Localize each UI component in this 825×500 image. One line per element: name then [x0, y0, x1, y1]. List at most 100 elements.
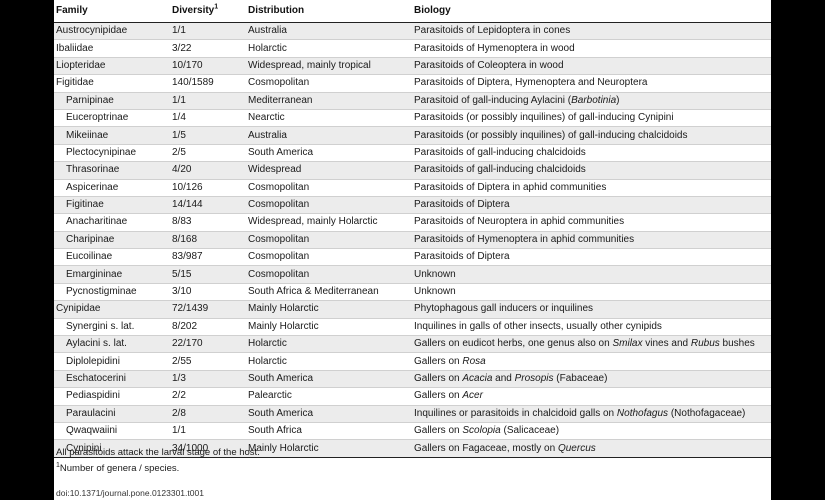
table-row: Anacharitinae 8/83 Widespread, mainly Hola… — [54, 213, 771, 232]
footnote-diversity-text: Number of genera / species. — [59, 463, 180, 474]
biology-text: Parasitoids (or possibly inquilines) of … — [414, 129, 688, 141]
header-distribution: Distribution — [246, 0, 412, 23]
cell-family: Austrocynipidae — [54, 22, 170, 41]
cell-distribution: Mainly Holarctic — [246, 439, 412, 458]
cell-family: Figitidae — [54, 74, 170, 93]
cell-family: Figitinae — [54, 196, 170, 215]
biology-taxon-name: Nothofagus — [616, 407, 669, 419]
cell-biology: Gallers on Acer — [412, 387, 771, 406]
cell-biology: Parasitoids (or possibly inquilines) of … — [412, 126, 771, 145]
cell-diversity: 2/8 — [170, 405, 246, 423]
cell-diversity: 8/168 — [170, 231, 246, 250]
biology-text: Parasitoids of Diptera, Hymenoptera and … — [414, 77, 648, 89]
cell-biology: Inquilines or parasitoids in chalcidoid … — [412, 405, 771, 423]
cell-family: Parnipinae — [54, 92, 170, 110]
biology-text: Parasitoids of gall-inducing chalcidoids — [414, 146, 586, 158]
cell-biology: Gallers on Rosa — [412, 352, 771, 371]
cell-biology: Phytophagous gall inducers or inquilines — [412, 300, 771, 319]
biology-text: Parasitoids (or possibly inquilines) of … — [414, 112, 674, 124]
biology-taxon-name: Smilax — [612, 338, 643, 350]
cell-family: Cynipini — [54, 439, 170, 458]
table-row: Paraulacini 2/8 South America Inquilines or… — [54, 405, 771, 423]
biology-text: Parasitoids of Coleoptera in wood — [414, 59, 564, 71]
cell-biology: Inquilines in galls of other insects, us… — [412, 318, 771, 337]
cell-diversity: 1/5 — [170, 126, 246, 145]
cell-biology: Gallers on eudicot herbs, one genus also… — [412, 335, 771, 354]
cell-diversity: 1/1 — [170, 92, 246, 110]
table-row: Euceroptrinae 1/4 Nearctic Parasitoids (or … — [54, 109, 771, 128]
cell-distribution: Australia — [246, 22, 412, 41]
table-row: Figitidae 140/1589 Cosmopolitan Parasitoids… — [54, 74, 771, 93]
cell-diversity: 1/3 — [170, 370, 246, 389]
cell-biology: Parasitoids of Diptera in aphid communit… — [412, 179, 771, 197]
biology-text: Unknown — [414, 286, 456, 298]
cell-diversity: 8/202 — [170, 318, 246, 337]
cell-family: Cynipidae — [54, 300, 170, 319]
cell-family: Qwaqwaiini — [54, 422, 170, 441]
cell-family: Diplolepidini — [54, 352, 170, 371]
footnote-host-stage: All parasitoids attack the larval stage … — [56, 447, 260, 458]
header-diversity: Diversity1 — [170, 0, 246, 23]
biology-text: Parasitoids of Diptera — [414, 251, 510, 263]
cell-family: Aylacini s. lat. — [54, 335, 170, 354]
cell-diversity: 3/10 — [170, 283, 246, 302]
footnote-diversity: 1Number of genera / species. — [56, 462, 180, 474]
cell-distribution: Australia — [246, 126, 412, 145]
cell-distribution: Widespread — [246, 161, 412, 180]
cell-diversity: 2/55 — [170, 352, 246, 371]
table-row: Pediaspidini 2/2 Palearctic Gallers on Acer — [54, 387, 771, 406]
biology-text: Parasitoid of gall-inducing Aylacini ( — [414, 94, 572, 106]
table-row: Synergini s. lat. 8/202 Mainly Holarctic In… — [54, 318, 771, 337]
biology-text: Unknown — [414, 268, 456, 280]
table-row: Plectocynipinae 2/5 South America Parasitoi… — [54, 144, 771, 163]
cell-diversity: 22/170 — [170, 335, 246, 354]
biology-text: Parasitoids of Neuroptera in aphid commu… — [414, 216, 625, 228]
doi-link[interactable]: doi:10.1371/journal.pone.0123301.t001 — [56, 488, 204, 498]
biology-taxon-name: Prosopis — [514, 373, 554, 384]
cell-distribution: South America — [246, 370, 412, 389]
cell-diversity: 2/2 — [170, 387, 246, 406]
cell-family: Mikeiinae — [54, 126, 170, 145]
table-row: Liopteridae 10/170 Widespread, mainly trop… — [54, 57, 771, 76]
cell-family: Charipinae — [54, 231, 170, 250]
cell-distribution: Mediterranean — [246, 92, 412, 110]
cell-distribution: South America — [246, 144, 412, 163]
cell-family: Eschatocerini — [54, 370, 170, 389]
cell-distribution: South Africa — [246, 422, 412, 441]
table-page: Family Diversity1 Distribution Biology A… — [54, 0, 771, 500]
biology-text: bushes — [719, 338, 755, 350]
cell-biology: Parasitoids of Lepidoptera in cones — [412, 22, 771, 41]
table-row: Diplolepidini 2/55 Holarctic Gallers on Ros… — [54, 352, 771, 371]
biology-text: Gallers on Fagaceae, mostly on — [414, 442, 558, 454]
table-row: Qwaqwaiini 1/1 South Africa Gallers on Scol… — [54, 422, 771, 441]
cell-biology: Parasitoids of Diptera — [412, 196, 771, 215]
table-header-row: Family Diversity1 Distribution Biology — [54, 0, 771, 23]
cell-diversity: 4/20 — [170, 161, 246, 180]
cell-diversity: 1/1 — [170, 22, 246, 41]
table-row: Ibaliidae 3/22 Holarctic Parasitoids of Hym… — [54, 39, 771, 58]
cell-family: Euceroptrinae — [54, 109, 170, 128]
biology-text: Parasitoids of gall-inducing chalcidoids — [414, 164, 586, 176]
biology-text: Inquilines or parasitoids in chalcidoid … — [414, 407, 617, 419]
cell-diversity: 34/1000 — [170, 439, 246, 458]
table-row: Aylacini s. lat. 22/170 Holarctic Gallers o… — [54, 335, 771, 354]
cell-distribution: Holarctic — [246, 352, 412, 371]
cell-family: Thrasorinae — [54, 161, 170, 180]
table-row: Eschatocerini 1/3 South America Gallers on … — [54, 370, 771, 389]
cell-distribution: Mainly Holarctic — [246, 300, 412, 319]
table-row: Thrasorinae 4/20 Widespread Parasitoids of … — [54, 161, 771, 180]
table-row: Eucoilinae 83/987 Cosmopolitan Parasitoids … — [54, 248, 771, 267]
biology-text: Parasitoids of Hymenoptera in wood — [414, 42, 575, 54]
biology-text: ) — [616, 94, 620, 106]
cell-family: Pycnostigminae — [54, 283, 170, 302]
cell-distribution: Cosmopolitan — [246, 248, 412, 267]
cell-diversity: 72/1439 — [170, 300, 246, 319]
biology-text: Gallers on — [414, 355, 463, 367]
cell-distribution: Mainly Holarctic — [246, 318, 412, 337]
biology-text: (Nothofagaceae) — [668, 407, 746, 419]
cell-biology: Unknown — [412, 265, 771, 284]
cell-diversity: 10/170 — [170, 57, 246, 76]
biology-taxon-name: Acer — [462, 390, 483, 402]
cell-distribution: Holarctic — [246, 335, 412, 354]
cell-distribution: Nearctic — [246, 109, 412, 128]
